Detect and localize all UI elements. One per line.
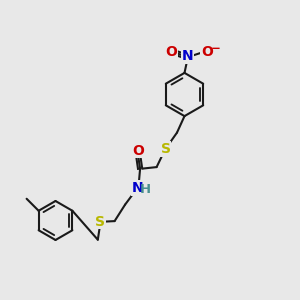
Text: S: S <box>95 215 105 229</box>
Text: N: N <box>131 181 143 195</box>
Text: O: O <box>165 45 177 59</box>
Text: −: − <box>211 42 220 55</box>
Text: O: O <box>132 144 144 158</box>
Text: N: N <box>182 50 193 63</box>
Text: O: O <box>201 45 213 59</box>
Text: H: H <box>140 183 151 196</box>
Text: S: S <box>160 142 171 156</box>
